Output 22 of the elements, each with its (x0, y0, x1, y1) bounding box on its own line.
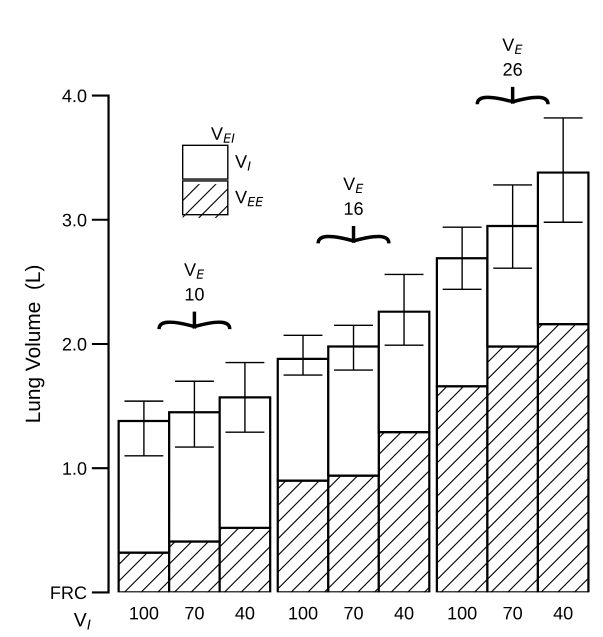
x-axis-title: V$_{I}$ (74, 612, 91, 630)
y-tick-label: FRC (51, 586, 86, 600)
x-tick-label: 40 (235, 606, 254, 620)
y-tick-label: 2.0 (62, 338, 86, 351)
annotation: V$_{E}$ 16 (343, 178, 364, 215)
x-tick-label: 40 (394, 606, 414, 620)
x-tick-label: 70 (185, 606, 204, 620)
y-tick-label: 4.0 (62, 89, 86, 102)
x-tick-label: 70 (504, 606, 522, 620)
x-tick-label: 100 (289, 606, 318, 620)
x-tick-label: 100 (448, 606, 476, 620)
legend-label: V$_{I}$ (235, 155, 251, 171)
text: V$_{E}$ 26 (502, 38, 522, 76)
x-tick-label: 100 (130, 606, 158, 620)
y-axis-title: Lung Volume (L) (24, 266, 44, 422)
y-tick-label: 3.0 (62, 214, 86, 226)
x-tick-label: 70 (344, 606, 363, 620)
x-tick-label: 40 (554, 606, 572, 620)
annotation: V$_{E}$ 10 (184, 263, 204, 301)
y-tick-label: 1.0 (63, 462, 86, 475)
legend-label: V$_{EE}$ (235, 190, 264, 206)
legend-title: V$_{EI}$ (211, 127, 235, 143)
